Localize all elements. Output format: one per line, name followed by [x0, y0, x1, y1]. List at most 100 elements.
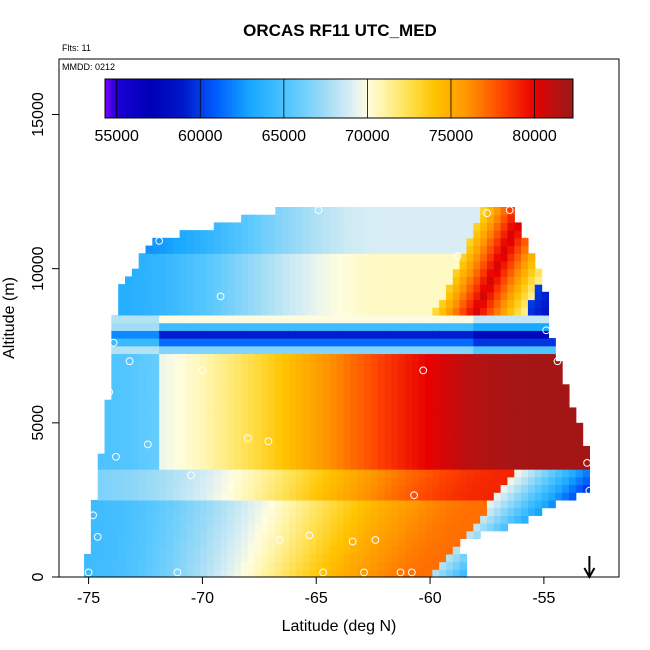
heat-cell [336, 523, 345, 532]
heat-cell [391, 237, 399, 247]
heat-cell [445, 415, 454, 424]
heat-cell [500, 384, 509, 393]
heat-cell [432, 445, 440, 455]
heat-cell [445, 492, 454, 501]
heat-cell [575, 438, 584, 447]
colorbar-segment [315, 79, 320, 118]
heat-cell [418, 299, 427, 308]
heat-cell [541, 307, 550, 316]
heat-cell [541, 368, 550, 378]
heat-cell [548, 399, 556, 409]
heat-cell [521, 245, 529, 254]
heat-cell [507, 345, 515, 355]
heat-cell [568, 415, 577, 424]
heat-cell [247, 484, 256, 493]
heat-cell [241, 353, 249, 362]
heat-cell [282, 338, 290, 347]
heat-cell [234, 546, 242, 555]
heat-cell [193, 422, 201, 432]
heat-cell [541, 430, 550, 439]
heat-cell [193, 338, 201, 347]
heat-cell [493, 322, 502, 331]
heat-cell [193, 530, 201, 540]
heat-cell [514, 361, 522, 370]
heat-cell [316, 499, 324, 509]
heat-cell [159, 415, 167, 424]
heat-cell [493, 515, 502, 524]
heat-cell [439, 484, 447, 493]
heat-cell [323, 314, 331, 324]
heat-cell [213, 322, 222, 331]
heat-cell [118, 314, 126, 324]
heat-cell [336, 276, 345, 285]
heat-cell [418, 268, 427, 277]
heat-cell [541, 445, 550, 455]
heat-cell [275, 384, 283, 393]
heat-cell [111, 476, 119, 486]
heat-cell [213, 230, 222, 239]
heat-cell [172, 430, 181, 439]
colorbar-segment [178, 79, 183, 118]
heat-cell [206, 484, 215, 493]
heat-cell [425, 415, 433, 424]
heat-cell [90, 561, 99, 570]
heat-cell [418, 361, 427, 370]
heat-cell [493, 430, 502, 439]
heat-cell [452, 253, 461, 262]
heat-cell [118, 492, 126, 501]
heat-cell [370, 546, 379, 555]
colorbar-segment [222, 79, 226, 118]
colorbar-segment [349, 79, 353, 118]
heat-cell [486, 430, 495, 439]
heat-cell [118, 476, 126, 486]
heat-cell [213, 268, 222, 277]
heat-cell [288, 392, 297, 401]
heat-cell [452, 499, 461, 509]
heat-cell [452, 314, 461, 324]
heat-cell [131, 415, 140, 424]
heat-cell [152, 361, 160, 370]
heat-cell [138, 384, 147, 393]
heat-cell [179, 415, 188, 424]
heat-cell [227, 538, 235, 547]
heat-cell [104, 476, 112, 486]
heat-cell [131, 484, 140, 493]
heat-cell [350, 546, 358, 555]
heat-cell [459, 291, 468, 301]
heat-cell [486, 392, 495, 401]
heat-cell [159, 430, 167, 439]
colorbar-segment [328, 79, 333, 118]
heat-cell [179, 368, 188, 378]
heat-cell [357, 399, 365, 409]
colorbar-segment [422, 79, 427, 118]
heat-cell [370, 322, 379, 331]
heat-cell [323, 222, 331, 231]
heat-cell [493, 276, 502, 285]
heat-cell [275, 569, 283, 578]
heat-cell [493, 299, 502, 308]
heat-cell [377, 538, 386, 547]
heat-cell [391, 484, 399, 493]
heat-cell [486, 245, 495, 254]
heat-cell [541, 453, 550, 462]
heat-cell [275, 268, 283, 277]
heat-cell [384, 222, 392, 231]
heat-cell [493, 384, 502, 393]
heat-cell [159, 392, 167, 401]
heat-cell [445, 507, 454, 516]
heat-cell [357, 245, 365, 254]
heat-cell [486, 469, 495, 478]
heat-cell [425, 453, 433, 462]
heat-cell [84, 569, 92, 578]
heat-cell [309, 438, 317, 447]
heat-cell [316, 307, 324, 316]
heat-cell [97, 530, 106, 540]
heat-cell [357, 284, 365, 293]
heat-cell [486, 499, 495, 509]
heat-cell [193, 361, 201, 370]
colorbar-segment [211, 79, 216, 118]
heat-cell [384, 430, 392, 439]
heat-cell [473, 445, 481, 455]
sample-points [84, 206, 594, 577]
heat-cell [179, 338, 188, 347]
